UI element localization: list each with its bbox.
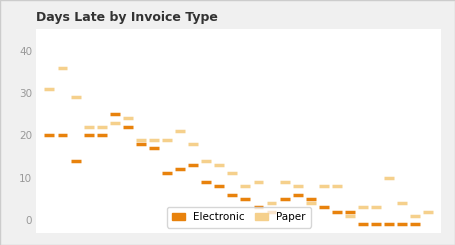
Text: Days Late by Invoice Type: Days Late by Invoice Type	[36, 11, 218, 24]
Legend: Electronic, Paper: Electronic, Paper	[167, 207, 311, 228]
